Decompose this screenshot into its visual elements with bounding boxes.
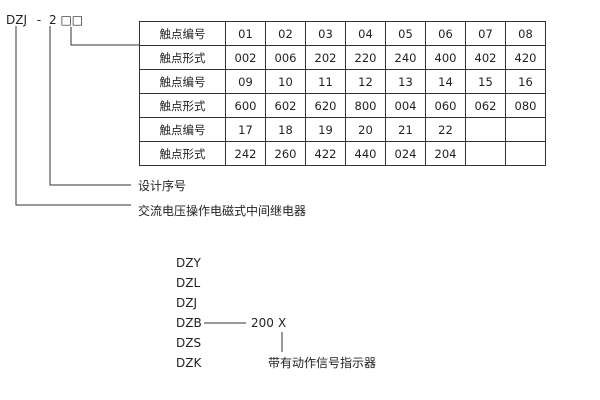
table-cell: 062 xyxy=(465,93,506,118)
table-cell: 07 xyxy=(465,21,506,46)
table-cell xyxy=(505,141,546,166)
row-label: 触点编号 xyxy=(139,21,226,46)
series-dzk: DZK xyxy=(176,356,202,370)
table-cell: 024 xyxy=(385,141,426,166)
table-cell: 20 xyxy=(345,117,386,142)
relay-type-connector xyxy=(15,26,131,206)
table-cell: 09 xyxy=(225,69,266,94)
table-cell: 080 xyxy=(505,93,546,118)
row-label: 触点形式 xyxy=(139,93,226,118)
table-cell: 422 xyxy=(305,141,346,166)
table-cell: 17 xyxy=(225,117,266,142)
table-cell: 01 xyxy=(225,21,266,46)
table-cell: 16 xyxy=(505,69,546,94)
table-cell: 12 xyxy=(345,69,386,94)
contact-table: 触点编号 01 02 03 04 05 06 07 08 触点形式 002 006 202 220 240 4… xyxy=(139,21,546,166)
table-cell: 004 xyxy=(385,93,426,118)
row-label: 触点编号 xyxy=(139,117,226,142)
table-cell xyxy=(505,117,546,142)
table-cell: 21 xyxy=(385,117,426,142)
model-code: DZJ - 2 □□ xyxy=(6,13,83,27)
table-cell: 400 xyxy=(425,45,466,70)
table-cell: 02 xyxy=(265,21,306,46)
table-cell: 03 xyxy=(305,21,346,46)
table-cell: 420 xyxy=(505,45,546,70)
series-dzy: DZY xyxy=(176,256,201,270)
table-cell: 440 xyxy=(345,141,386,166)
table-row: 触点形式 600 602 620 800 004 060 062 080 xyxy=(139,93,546,118)
table-row: 触点编号 01 02 03 04 05 06 07 08 xyxy=(139,21,546,46)
model-boxes: □□ xyxy=(60,13,84,27)
table-cell: 240 xyxy=(385,45,426,70)
table-cell: 13 xyxy=(385,69,426,94)
table-cell: 242 xyxy=(225,141,266,166)
table-cell: 620 xyxy=(305,93,346,118)
table-cell: 10 xyxy=(265,69,306,94)
table-cell: 15 xyxy=(465,69,506,94)
table-row: 触点编号 17 18 19 20 21 22 xyxy=(139,117,546,142)
table-cell: 06 xyxy=(425,21,466,46)
series-dzl: DZL xyxy=(176,276,201,290)
table-cell: 602 xyxy=(265,93,306,118)
table-cell: 220 xyxy=(345,45,386,70)
table-cell xyxy=(465,117,506,142)
model-digit: 2 xyxy=(49,13,57,27)
relay-type-label: 交流电压操作电磁式中间继电器 xyxy=(138,204,307,218)
table-row: 触点形式 002 006 202 220 240 400 402 420 xyxy=(139,45,546,70)
table-cell: 14 xyxy=(425,69,466,94)
table-cell: 600 xyxy=(225,93,266,118)
table-cell: 18 xyxy=(265,117,306,142)
row-label: 触点形式 xyxy=(139,141,226,166)
table-cell: 05 xyxy=(385,21,426,46)
table-cell: 19 xyxy=(305,117,346,142)
table-cell: 800 xyxy=(345,93,386,118)
row-label: 触点编号 xyxy=(139,69,226,94)
row-label: 触点形式 xyxy=(139,45,226,70)
design-no-connector xyxy=(49,26,131,186)
table-cell: 204 xyxy=(425,141,466,166)
series-dzs: DZS xyxy=(176,336,202,350)
suffix-number: 200 xyxy=(251,316,274,330)
table-row: 触点形式 242 260 422 440 024 204 xyxy=(139,141,546,166)
series-dzj: DZJ xyxy=(176,296,197,310)
table-cell: 260 xyxy=(265,141,306,166)
model-dash: - xyxy=(36,13,42,27)
table-cell: 006 xyxy=(265,45,306,70)
table-cell: 04 xyxy=(345,21,386,46)
table-cell: 22 xyxy=(425,117,466,142)
table-cell: 11 xyxy=(305,69,346,94)
table-cell: 002 xyxy=(225,45,266,70)
indicator-note: 带有动作信号指示器 xyxy=(268,356,377,370)
series-dzb: DZB xyxy=(176,316,202,330)
table-cell: 202 xyxy=(305,45,346,70)
table-cell xyxy=(465,141,506,166)
table-connector xyxy=(70,27,139,46)
table-row: 触点编号 09 10 11 12 13 14 15 16 xyxy=(139,69,546,94)
model-prefix: DZJ xyxy=(6,13,27,27)
design-no-label: 设计序号 xyxy=(138,179,187,193)
suffix-letter: X xyxy=(278,316,287,330)
table-cell: 402 xyxy=(465,45,506,70)
table-cell: 08 xyxy=(505,21,546,46)
table-cell: 060 xyxy=(425,93,466,118)
